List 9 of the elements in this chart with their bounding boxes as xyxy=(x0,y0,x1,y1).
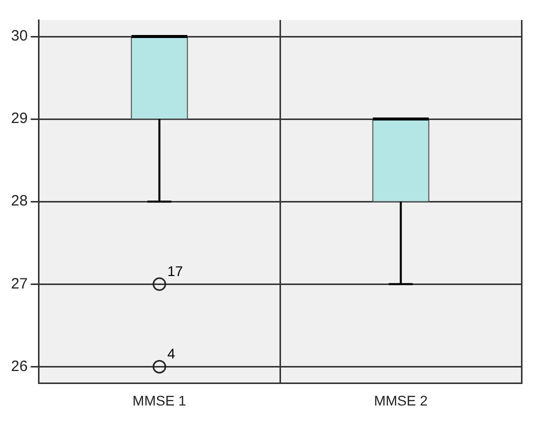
y-tick-label: 27 xyxy=(10,275,28,292)
annotation: 17 xyxy=(167,263,184,280)
x-tick-label: MMSE 1 xyxy=(132,392,186,408)
y-tick-label: 26 xyxy=(10,358,28,375)
y-tick-label: 28 xyxy=(10,192,28,210)
annotation: 4 xyxy=(167,346,176,362)
y-tick-label: 30 xyxy=(10,28,28,45)
y-tick-label: 29 xyxy=(10,110,28,128)
x-tick-label: MMSE 2 xyxy=(374,392,428,408)
